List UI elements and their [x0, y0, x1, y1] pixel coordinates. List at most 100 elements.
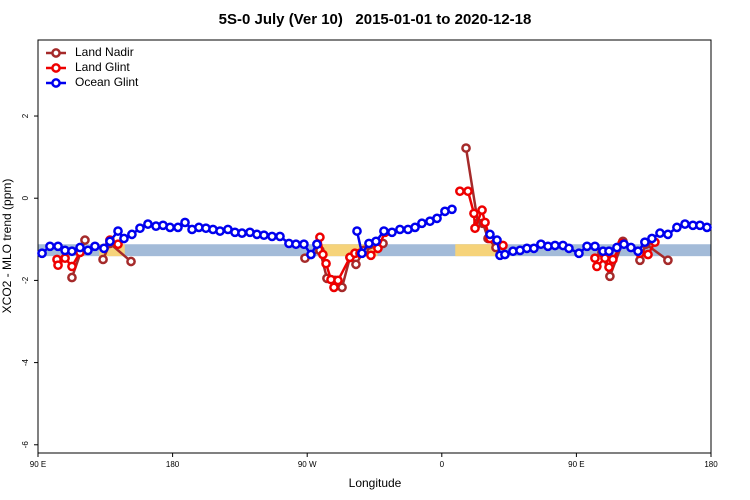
data-point: [143, 219, 153, 229]
data-point: [80, 235, 90, 245]
data-point: [640, 237, 650, 248]
data-point: [173, 222, 183, 233]
data-point: [60, 253, 70, 264]
data-point: [259, 230, 269, 241]
data-point: [592, 261, 602, 272]
data-point: [672, 222, 682, 233]
data-point: [387, 227, 397, 238]
data-point: [165, 222, 175, 233]
y-tick-label: -6: [21, 441, 30, 449]
data-point: [590, 241, 600, 252]
data-point: [379, 226, 389, 236]
data-point: [604, 246, 614, 257]
data-point: [67, 272, 77, 283]
data-point: [306, 249, 316, 260]
data-point: [432, 213, 442, 224]
data-point: [480, 217, 490, 228]
data-point: [127, 229, 137, 240]
legend-label: Ocean Glint: [75, 75, 139, 89]
data-point: [275, 231, 285, 242]
x-tick-label: 180: [704, 460, 718, 469]
data-point: [655, 228, 665, 238]
data-point: [663, 255, 673, 266]
data-point: [395, 224, 405, 235]
x-tick-label: 90 W: [298, 460, 317, 469]
band-highlight: [455, 244, 501, 257]
data-point: [299, 239, 309, 250]
data-point: [113, 226, 123, 236]
data-point: [500, 249, 510, 260]
x-tick-label: 90 E: [30, 460, 46, 469]
data-point: [492, 235, 502, 245]
data-point: [333, 275, 343, 286]
data-point: [53, 260, 63, 271]
data-point: [477, 205, 487, 215]
data-point: [267, 231, 277, 242]
y-tick-label: -2: [21, 276, 30, 284]
data-point: [180, 217, 190, 228]
data-point: [90, 241, 100, 252]
data-point: [485, 229, 495, 240]
data-point: [663, 229, 673, 240]
data-point: [604, 262, 614, 273]
data-point: [312, 239, 322, 250]
chart-title: 5S-0 July (Ver 10) 2015-01-01 to 2020-12…: [219, 11, 532, 28]
data-point: [469, 208, 479, 219]
data-point: [37, 248, 47, 259]
data-point: [113, 239, 123, 250]
data-point: [633, 246, 643, 257]
data-point: [67, 246, 77, 257]
data-point: [67, 261, 77, 272]
data-point: [680, 219, 690, 229]
legend-label: Land Glint: [75, 60, 130, 74]
data-point: [455, 186, 465, 197]
data-point: [329, 282, 339, 293]
data-point: [105, 236, 115, 247]
data-point: [550, 240, 560, 251]
data-point: [447, 204, 457, 215]
data-point: [318, 249, 328, 260]
data-point: [98, 254, 108, 265]
data-point: [135, 223, 145, 234]
band-highlight: [99, 244, 125, 257]
data-point: [53, 241, 63, 252]
data-point: [582, 241, 592, 252]
data-point: [352, 226, 362, 236]
series-line: [55, 189, 657, 291]
data-point: [626, 242, 636, 253]
legend-marker: [51, 48, 61, 58]
y-tick-label: -4: [21, 358, 30, 366]
plot-frame: [37, 39, 712, 454]
data-point: [215, 226, 225, 236]
data-point: [351, 259, 361, 270]
y-tick-label: 2: [21, 113, 30, 118]
x-tick-label: 180: [166, 460, 180, 469]
data-point: [357, 248, 367, 259]
data-point: [470, 223, 480, 234]
data-point: [45, 241, 55, 252]
data-point: [291, 239, 301, 250]
data-point: [126, 256, 136, 267]
data-point: [366, 250, 376, 261]
data-point: [75, 242, 85, 253]
legend-marker: [51, 78, 61, 88]
x-axis-label: Longitude: [349, 476, 402, 490]
data-point: [461, 143, 471, 153]
data-point: [590, 253, 600, 264]
data-point: [99, 243, 109, 254]
data-point: [371, 236, 381, 247]
data-point: [608, 254, 618, 265]
data-point: [83, 245, 93, 256]
data-point: [417, 218, 427, 229]
data-point: [643, 249, 653, 260]
data-point: [564, 243, 574, 254]
y-axis-label: XCO2 - MLO trend (ppm): [0, 179, 14, 314]
data-point: [498, 240, 508, 251]
data-point: [647, 233, 657, 244]
data-point: [463, 186, 473, 197]
legend-label: Land Nadir: [75, 45, 134, 59]
series-line: [70, 147, 669, 290]
legend-marker: [51, 63, 61, 73]
data-point: [529, 243, 539, 254]
